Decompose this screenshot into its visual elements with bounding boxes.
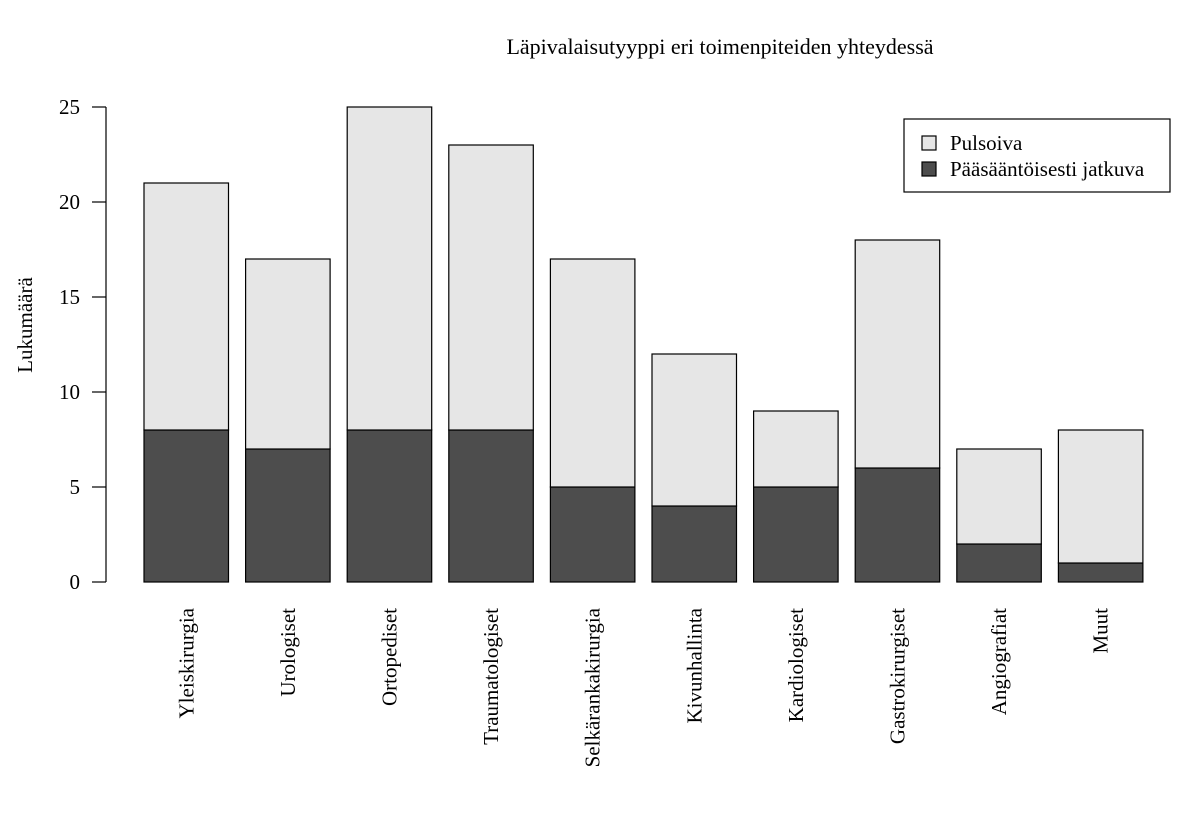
y-axis-label: Lukumäärä <box>13 277 37 373</box>
y-axis: 0 5 10 15 20 25 <box>59 95 107 594</box>
legend-swatch <box>921 161 937 177</box>
x-tick-label: Angiografiat <box>987 608 1011 715</box>
bar-segment-jatkuva <box>245 448 331 583</box>
x-tick-label: Selkärankakirurgia <box>581 607 605 767</box>
x-tick-label: Yleiskirurgia <box>174 607 198 718</box>
bar-segment-jatkuva <box>1057 562 1144 583</box>
bar-segment-jatkuva <box>448 429 534 583</box>
bar-segment-pulsoiva <box>346 106 433 431</box>
bar-segment-jatkuva <box>752 486 839 583</box>
bar-segment-jatkuva <box>651 505 738 583</box>
bar-segment-jatkuva <box>854 467 941 583</box>
y-tick-label: 20 <box>59 190 80 214</box>
bar-segment-pulsoiva <box>651 353 738 507</box>
y-tick-label: 15 <box>59 285 80 309</box>
x-tick-label: Ortopediset <box>377 608 401 706</box>
y-tick-label: 10 <box>59 380 80 404</box>
x-tick-label: Kivunhallinta <box>682 607 706 723</box>
y-tick-label: 0 <box>70 570 81 594</box>
bar-segment-jatkuva <box>346 429 433 583</box>
y-tick-label: 25 <box>59 95 80 119</box>
legend-box <box>903 118 1171 193</box>
bar-segment-pulsoiva <box>956 448 1042 545</box>
bar-segment-jatkuva <box>143 429 230 583</box>
bar-segment-pulsoiva <box>549 258 636 488</box>
x-tick-label: Gastrokirurgiset <box>885 608 909 744</box>
bars-group <box>143 106 1144 583</box>
bar-segment-pulsoiva <box>1057 429 1144 564</box>
chart-title: Läpivalaisutyyppi eri toimenpiteiden yht… <box>506 34 933 59</box>
bar-segment-pulsoiva <box>448 144 534 431</box>
x-axis-labels: Yleiskirurgia Urologiset Ortopediset Trauma… <box>174 607 1112 767</box>
x-tick-label: Kardiologiset <box>784 608 808 722</box>
bar-segment-jatkuva <box>956 543 1042 583</box>
legend-label: Pääsääntöisesti jatkuva <box>950 157 1145 181</box>
legend-label: Pulsoiva <box>950 131 1023 155</box>
bar-segment-pulsoiva <box>143 182 230 431</box>
x-tick-label: Traumatologiset <box>479 608 503 745</box>
bar-segment-jatkuva <box>549 486 636 583</box>
bar-segment-pulsoiva <box>854 239 941 469</box>
bar-segment-pulsoiva <box>752 410 839 488</box>
legend-swatch <box>921 135 937 151</box>
x-tick-label: Muut <box>1089 608 1113 654</box>
bar-segment-pulsoiva <box>245 258 331 450</box>
y-tick-label: 5 <box>70 475 81 499</box>
x-tick-label: Urologiset <box>276 608 300 697</box>
